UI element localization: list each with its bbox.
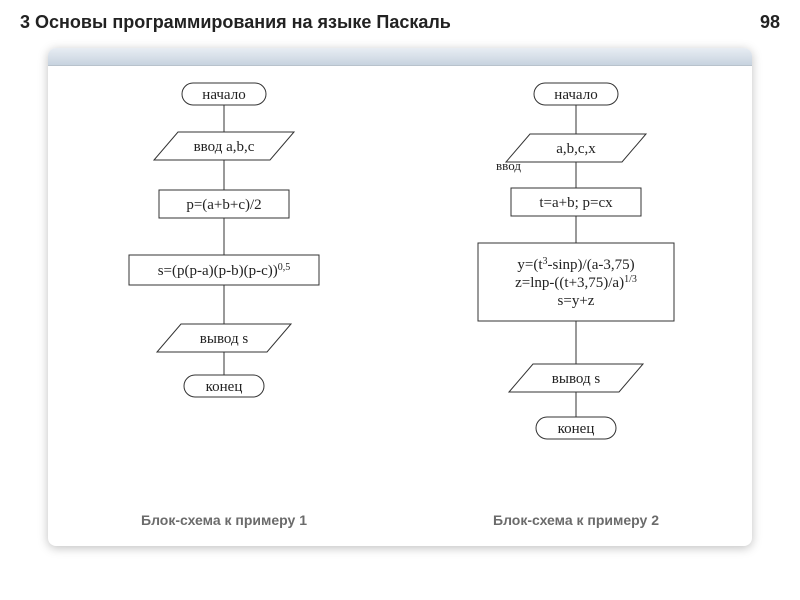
svg-text:вывод s: вывод s [552,371,601,387]
svg-text:s=(p(p-a)(p-b)(p-c))0,5: s=(p(p-a)(p-b)(p-c))0,5 [158,262,291,280]
content-card: начало ввод a,b,c p=(a+b+c)/2 s=(p(p-a)(p-b… [48,48,752,546]
flowchart-example-1: начало ввод a,b,c p=(a+b+c)/2 s=(p(p-a)(p-b… [48,66,400,546]
page: 3 Основы программирования на языке Паска… [0,0,800,600]
page-title: 3 Основы программирования на языке Паска… [20,12,451,33]
svg-text:s=y+z: s=y+z [558,293,595,309]
flowchart-example-2: начало a,b,c,x ввод t=a+b; p=cx y=(t3-sinp)/… [400,66,752,546]
svg-text:z=lnp-((t+3,75)/a)1/3: z=lnp-((t+3,75)/a)1/3 [515,274,637,292]
svg-text:t=a+b; p=cx: t=a+b; p=cx [539,195,613,211]
svg-text:y=(t3-sinp)/(a-3,75): y=(t3-sinp)/(a-3,75) [517,256,634,274]
svg-text:a,b,c,x: a,b,c,x [556,141,596,157]
svg-text:конец: конец [206,379,243,395]
flowchart-svg: начало a,b,c,x ввод t=a+b; p=cx y=(t3-sinp)/… [400,70,752,490]
svg-text:p=(a+b+c)/2: p=(a+b+c)/2 [186,197,261,213]
card-header-strip [48,48,752,66]
svg-text:вывод s: вывод s [200,331,249,347]
svg-text:ввод a,b,c: ввод a,b,c [194,139,255,155]
flowchart-caption: Блок-схема к примеру 2 [400,512,752,528]
svg-text:начало: начало [202,87,245,103]
page-number: 98 [760,12,780,33]
svg-text:начало: начало [554,87,597,103]
svg-text:ввод: ввод [496,158,521,173]
svg-text:конец: конец [558,421,595,437]
page-header: 3 Основы программирования на языке Паска… [20,12,780,33]
card-body: начало ввод a,b,c p=(a+b+c)/2 s=(p(p-a)(p-b… [48,66,752,546]
flowchart-caption: Блок-схема к примеру 1 [48,512,400,528]
flowchart-svg: начало ввод a,b,c p=(a+b+c)/2 s=(p(p-a)(p-b… [48,70,400,490]
